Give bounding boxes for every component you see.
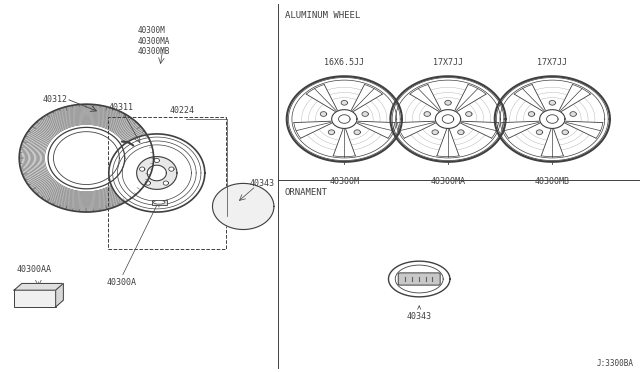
Text: 40300MA: 40300MA bbox=[431, 177, 465, 186]
Polygon shape bbox=[388, 261, 450, 297]
Polygon shape bbox=[137, 157, 177, 189]
Polygon shape bbox=[152, 200, 167, 205]
Polygon shape bbox=[495, 76, 610, 162]
Polygon shape bbox=[341, 100, 348, 105]
FancyBboxPatch shape bbox=[398, 273, 440, 285]
Polygon shape bbox=[466, 112, 472, 116]
Text: 40300MA: 40300MA bbox=[138, 37, 170, 46]
Polygon shape bbox=[109, 134, 205, 212]
Polygon shape bbox=[362, 112, 368, 116]
Polygon shape bbox=[354, 130, 360, 135]
Text: 40343: 40343 bbox=[250, 179, 275, 188]
Text: 40300A: 40300A bbox=[107, 278, 136, 286]
Text: J:3300BA: J:3300BA bbox=[596, 359, 634, 368]
Text: 40300AA: 40300AA bbox=[17, 265, 52, 274]
Text: ORNAMENT: ORNAMENT bbox=[285, 188, 328, 197]
Text: 40300MB: 40300MB bbox=[535, 177, 570, 186]
Text: 40300M: 40300M bbox=[138, 26, 165, 35]
Text: 40300M: 40300M bbox=[330, 177, 359, 186]
Polygon shape bbox=[432, 130, 438, 135]
Polygon shape bbox=[529, 112, 534, 116]
Polygon shape bbox=[328, 130, 335, 135]
Polygon shape bbox=[154, 158, 159, 163]
Polygon shape bbox=[570, 112, 576, 116]
Text: 40312: 40312 bbox=[43, 95, 68, 104]
Text: 40311: 40311 bbox=[109, 103, 134, 112]
Polygon shape bbox=[458, 130, 464, 135]
Polygon shape bbox=[549, 100, 556, 105]
Bar bbox=[108, 117, 226, 249]
Polygon shape bbox=[163, 181, 168, 185]
Text: 40343: 40343 bbox=[406, 306, 432, 321]
Text: 17X7JJ: 17X7JJ bbox=[538, 58, 567, 67]
Polygon shape bbox=[287, 76, 402, 162]
Polygon shape bbox=[145, 181, 150, 185]
Polygon shape bbox=[321, 112, 326, 116]
Polygon shape bbox=[56, 283, 63, 307]
Text: 40224: 40224 bbox=[170, 106, 195, 115]
Polygon shape bbox=[332, 110, 357, 128]
Polygon shape bbox=[435, 110, 461, 128]
Text: 17X7JJ: 17X7JJ bbox=[433, 58, 463, 67]
Polygon shape bbox=[562, 130, 568, 135]
Polygon shape bbox=[169, 167, 174, 171]
Ellipse shape bbox=[154, 201, 165, 204]
Polygon shape bbox=[536, 130, 543, 135]
Polygon shape bbox=[140, 167, 145, 171]
Polygon shape bbox=[445, 100, 451, 105]
Polygon shape bbox=[540, 110, 565, 128]
Polygon shape bbox=[212, 183, 274, 230]
Bar bbox=[14, 290, 56, 307]
Polygon shape bbox=[424, 112, 430, 116]
Text: 40300MB: 40300MB bbox=[138, 47, 170, 56]
Text: ALUMINUM WHEEL: ALUMINUM WHEEL bbox=[285, 11, 360, 20]
Polygon shape bbox=[147, 165, 166, 181]
Polygon shape bbox=[14, 283, 63, 290]
Polygon shape bbox=[390, 76, 506, 162]
Text: 16X6.5JJ: 16X6.5JJ bbox=[324, 58, 364, 67]
